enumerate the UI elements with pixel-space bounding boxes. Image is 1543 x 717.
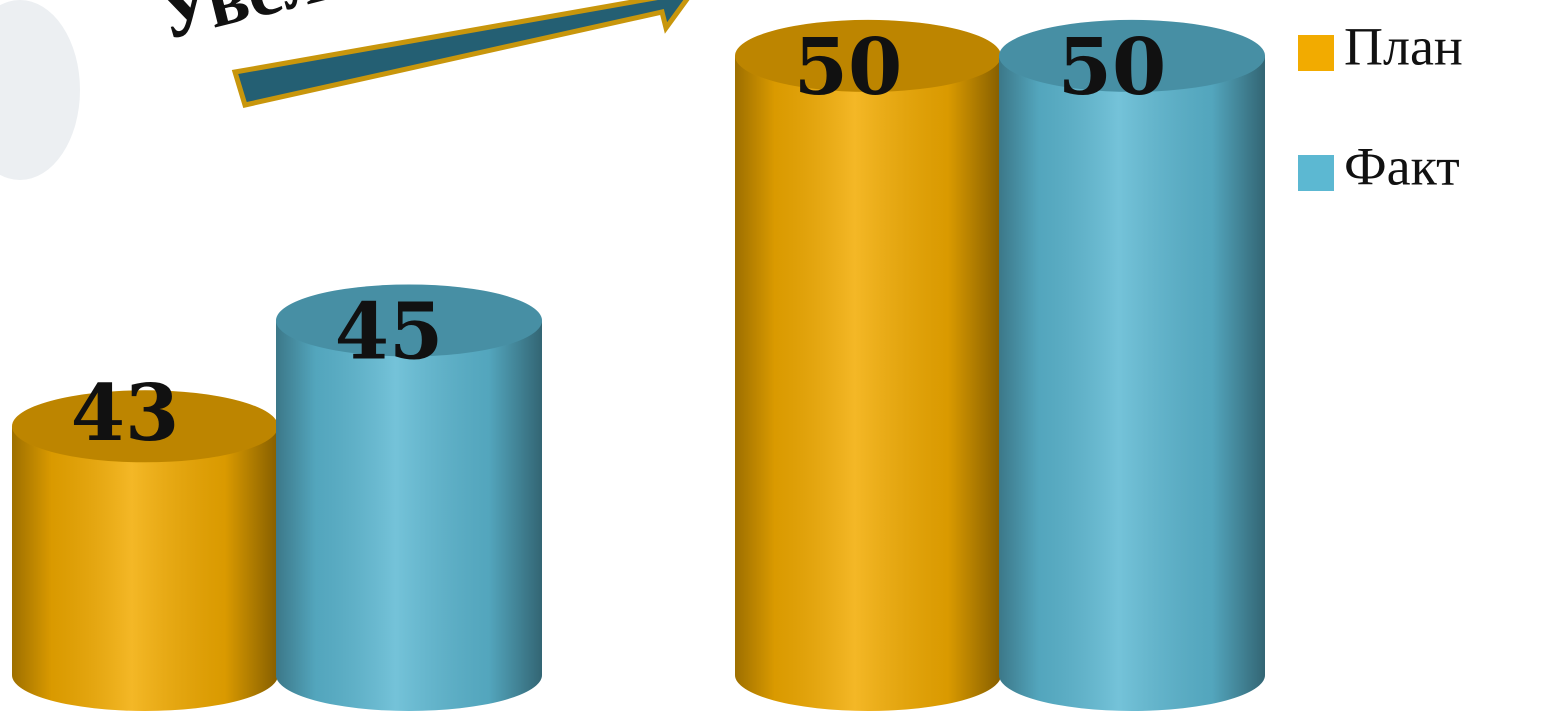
arrow	[231, 0, 690, 108]
decoration: Увел	[0, 0, 690, 180]
value-label: 50	[1058, 22, 1167, 113]
cylinder: 45	[276, 284, 542, 711]
value-label: 45	[335, 286, 444, 377]
legend-label: Факт	[1344, 136, 1460, 196]
cylinder-top-shade	[12, 390, 278, 463]
legend-swatch	[1298, 35, 1334, 71]
cylinder-shade	[999, 55, 1265, 711]
value-label: 43	[71, 368, 180, 459]
plot: 43 45 50 50	[12, 19, 1265, 711]
legend-swatch	[1298, 155, 1334, 191]
cylinder: 50	[999, 19, 1265, 711]
figure	[0, 0, 80, 180]
cylinder: 43	[12, 368, 278, 711]
cylinder-shade	[735, 55, 1001, 711]
cylinder-top-shade	[276, 284, 542, 357]
legend-label: План	[1344, 16, 1463, 76]
cylinder-top	[276, 284, 542, 357]
cylinder-top	[999, 19, 1265, 92]
cylinder-top	[735, 19, 1001, 92]
value-label: 50	[794, 22, 903, 113]
cylinder-top-shade	[735, 19, 1001, 92]
cylinder-shade	[12, 426, 278, 711]
cylinder: 50	[735, 19, 1001, 711]
cylinder-shade	[276, 320, 542, 711]
cylinder-top	[12, 390, 278, 463]
cylinder-top-shade	[999, 19, 1265, 92]
annotation: Увел	[149, 0, 331, 56]
